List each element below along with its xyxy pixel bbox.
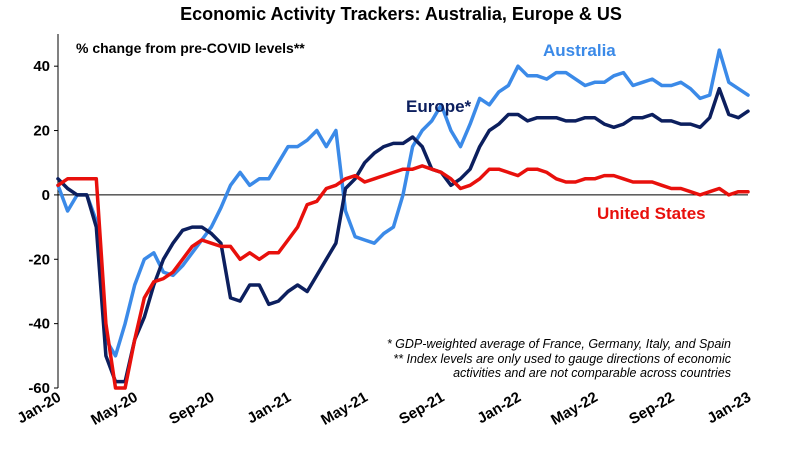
series-line-australia bbox=[56, 48, 750, 358]
series-lines bbox=[56, 48, 750, 390]
y-axis-ticks: 40 20 0 -20 -40 -60 bbox=[28, 58, 58, 397]
x-tick-label: May-21 bbox=[318, 389, 371, 429]
y-tick-label: -60 bbox=[28, 380, 50, 397]
x-tick-label: Jan-22 bbox=[474, 389, 524, 427]
x-tick-label: May-22 bbox=[548, 389, 601, 429]
x-tick-label: Sep-22 bbox=[626, 389, 677, 428]
chart-subtitle: % change from pre-COVID levels** bbox=[76, 40, 305, 56]
y-tick-label: 40 bbox=[33, 58, 50, 75]
series-line-united-states bbox=[56, 164, 750, 390]
footnote-3: activities and are not comparable across… bbox=[453, 366, 731, 380]
series-line-europe bbox=[56, 86, 750, 384]
y-tick-label: 0 bbox=[42, 187, 50, 204]
footnote-2: ** Index levels are only used to gauge d… bbox=[393, 352, 731, 366]
chart-title: Economic Activity Trackers: Australia, E… bbox=[180, 4, 622, 24]
x-axis-ticks: Jan-20 May-20 Sep-20 Jan-21 May-21 Sep-21 Jan-… bbox=[14, 389, 754, 429]
x-tick-label: Jan-21 bbox=[244, 389, 294, 427]
legend-label-united-states: United States bbox=[597, 204, 706, 223]
y-tick-label: 20 bbox=[33, 123, 50, 140]
x-tick-label: Jan-23 bbox=[704, 389, 754, 427]
legend-label-europe: Europe* bbox=[406, 97, 472, 116]
legend-label-australia: Australia bbox=[543, 41, 616, 60]
x-tick-label: May-20 bbox=[88, 389, 141, 429]
y-tick-label: -40 bbox=[28, 316, 50, 333]
y-tick-label: -20 bbox=[28, 251, 50, 268]
x-tick-label: Sep-20 bbox=[166, 389, 217, 428]
x-tick-label: Sep-21 bbox=[396, 389, 447, 428]
footnote-1: * GDP-weighted average of France, German… bbox=[387, 337, 731, 351]
